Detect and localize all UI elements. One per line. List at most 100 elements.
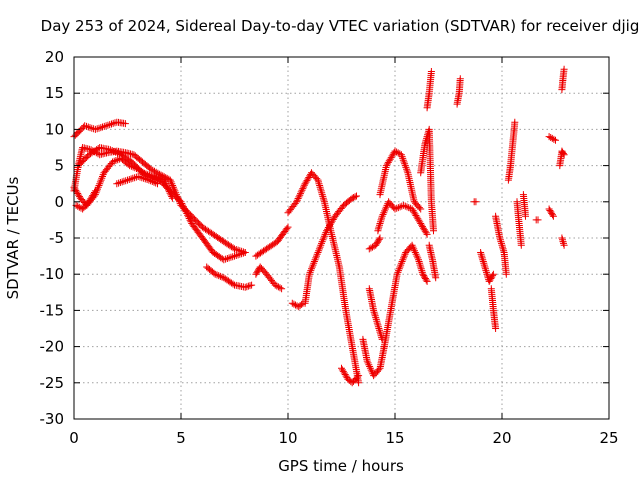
data-point	[140, 169, 148, 177]
data-point	[370, 308, 378, 316]
data-point	[489, 272, 497, 280]
data-point	[91, 189, 98, 196]
data-point	[320, 234, 328, 242]
data-point	[298, 186, 306, 194]
data-point	[394, 204, 402, 212]
data-point	[231, 252, 238, 260]
data-point	[98, 174, 106, 182]
data-point	[400, 201, 408, 209]
data-point	[131, 174, 139, 182]
data-point	[239, 249, 247, 257]
y-tick-label: -5	[49, 229, 64, 247]
data-point	[381, 205, 389, 213]
data-point	[355, 379, 363, 387]
y-tick-label: -20	[40, 338, 65, 356]
data-point	[418, 221, 426, 229]
data-point	[317, 241, 325, 249]
data-point	[398, 258, 406, 265]
data-point	[417, 205, 425, 213]
data-point	[376, 220, 384, 227]
data-point	[91, 187, 99, 195]
data-point	[393, 204, 401, 212]
data-point	[182, 208, 190, 216]
data-point	[147, 172, 155, 180]
data-point	[378, 212, 386, 220]
data-point	[241, 249, 249, 256]
data-point	[99, 123, 106, 131]
data-point	[313, 250, 321, 258]
data-point	[211, 270, 219, 278]
data-point	[95, 124, 103, 132]
data-point	[306, 268, 314, 276]
data-point	[284, 223, 292, 231]
data-point	[160, 176, 168, 184]
data-point	[320, 232, 328, 240]
data-point	[314, 249, 322, 256]
data-point	[96, 180, 104, 188]
data-point	[254, 267, 262, 275]
data-point	[149, 173, 157, 180]
data-point	[110, 157, 118, 165]
data-point	[348, 194, 356, 202]
data-point	[166, 189, 174, 197]
data-point	[517, 241, 525, 249]
data-point	[303, 177, 311, 185]
x-tick-label: 10	[278, 429, 297, 447]
data-point	[152, 179, 160, 187]
data-point	[144, 171, 152, 179]
data-point	[94, 183, 102, 191]
data-point	[148, 178, 156, 185]
data-point	[169, 183, 177, 191]
data-point	[140, 174, 148, 182]
data-point	[419, 270, 427, 278]
data-point	[153, 174, 161, 182]
data-point	[313, 252, 320, 260]
data-point	[399, 154, 407, 162]
data-point	[293, 196, 301, 204]
data-point	[114, 149, 121, 157]
data-point	[417, 265, 425, 273]
data-point	[104, 121, 112, 129]
y-axis-label: SDTVAR / TECUs	[4, 176, 22, 299]
data-point	[300, 183, 308, 191]
data-point	[86, 124, 94, 132]
chart-title: Day 253 of 2024, Sidereal Day-to-day VTE…	[41, 17, 640, 35]
data-point	[143, 176, 151, 183]
x-tick-label: 5	[176, 429, 186, 447]
data-point	[403, 165, 411, 173]
data-point	[252, 270, 260, 278]
data-point	[375, 223, 383, 231]
data-point	[213, 271, 221, 279]
data-point	[380, 209, 388, 217]
data-point	[399, 156, 407, 164]
data-point	[87, 195, 95, 203]
data-point	[231, 245, 238, 253]
data-point	[550, 135, 558, 143]
y-tick-label: 15	[45, 84, 64, 102]
data-point	[483, 270, 491, 278]
data-point	[283, 225, 291, 233]
data-point	[350, 194, 358, 201]
data-point	[395, 265, 403, 273]
data-point	[220, 256, 228, 264]
data-point	[145, 176, 153, 184]
data-point	[165, 186, 172, 194]
grid-lines	[74, 57, 609, 419]
data-point	[552, 136, 559, 144]
data-point	[124, 176, 131, 184]
data-point	[412, 250, 420, 258]
data-point	[305, 270, 313, 278]
data-point	[288, 299, 296, 307]
data-point	[127, 175, 135, 183]
data-point	[409, 243, 417, 251]
data-point	[423, 277, 431, 285]
data-point	[353, 192, 360, 200]
data-point	[411, 247, 418, 255]
data-point	[400, 254, 408, 262]
data-point	[86, 196, 94, 204]
data-point	[379, 211, 387, 218]
data-point	[548, 209, 556, 217]
data-point	[318, 239, 325, 247]
data-point	[83, 122, 90, 130]
